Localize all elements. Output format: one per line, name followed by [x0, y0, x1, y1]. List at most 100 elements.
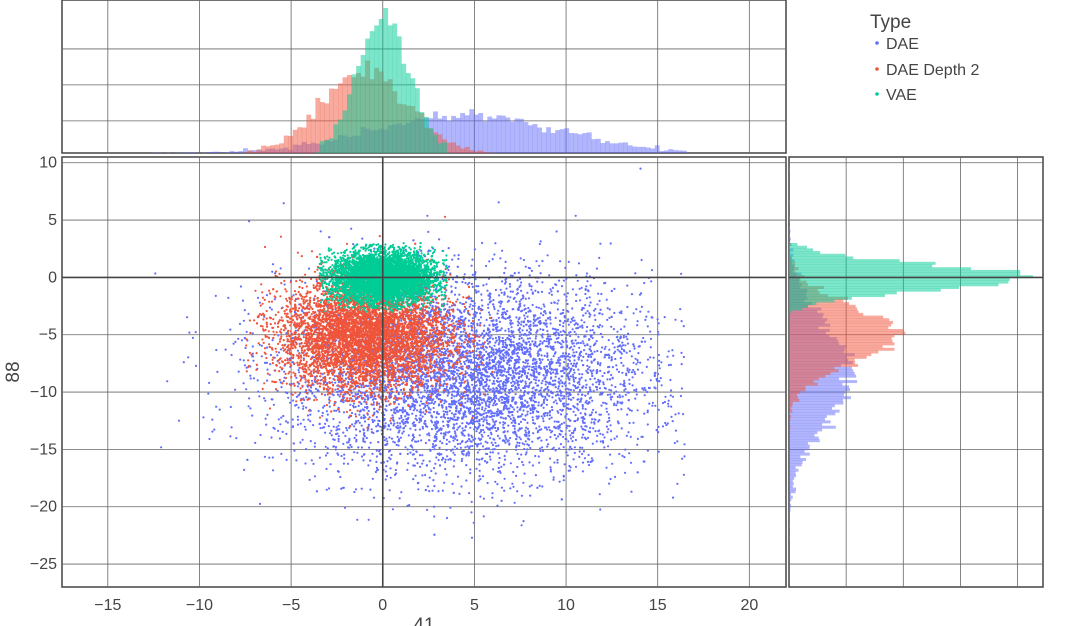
- histogram-bar: [487, 116, 493, 153]
- data-point: [437, 398, 440, 401]
- data-point: [575, 351, 578, 354]
- data-point: [503, 370, 506, 373]
- data-point: [549, 435, 552, 439]
- data-point: [496, 312, 499, 315]
- data-point: [547, 443, 550, 446]
- data-point: [525, 311, 528, 315]
- data-point: [470, 500, 473, 503]
- data-point: [279, 267, 282, 270]
- data-point: [574, 438, 578, 442]
- data-point: [525, 329, 529, 332]
- data-point: [511, 370, 515, 373]
- data-point: [583, 436, 587, 439]
- data-point: [643, 394, 646, 397]
- data-point: [537, 393, 541, 396]
- data-point: [591, 418, 594, 421]
- data-point: [519, 380, 522, 383]
- data-point: [322, 406, 325, 409]
- data-point: [531, 419, 535, 422]
- data-point: [499, 329, 502, 332]
- data-point: [345, 426, 348, 430]
- histogram-bar: [789, 269, 1021, 273]
- data-point: [561, 369, 564, 372]
- data-point: [524, 429, 527, 432]
- data-point: [568, 331, 571, 334]
- data-point: [599, 413, 603, 416]
- data-point: [497, 335, 500, 339]
- data-point: [482, 336, 485, 339]
- data-point: [501, 336, 504, 340]
- data-point: [498, 437, 501, 440]
- data-point: [546, 428, 549, 431]
- data-point: [582, 433, 585, 436]
- data-point: [376, 468, 380, 471]
- data-point: [302, 407, 305, 410]
- data-point: [351, 423, 354, 426]
- data-point: [503, 458, 507, 461]
- data-point: [432, 424, 436, 427]
- data-point: [296, 418, 300, 421]
- histogram-bar: [283, 135, 289, 153]
- data-point: [670, 389, 673, 392]
- data-point: [422, 378, 425, 381]
- data-point: [488, 455, 491, 458]
- data-point: [485, 411, 488, 415]
- data-point: [301, 402, 304, 405]
- data-point: [626, 338, 629, 341]
- data-point: [495, 323, 498, 326]
- data-point: [539, 449, 542, 453]
- data-point: [487, 409, 490, 412]
- data-point: [567, 353, 571, 356]
- data-point: [388, 436, 391, 439]
- data-point: [430, 310, 433, 313]
- data-point: [634, 372, 637, 376]
- data-point: [269, 363, 272, 366]
- data-point: [478, 475, 481, 478]
- data-point: [488, 415, 491, 418]
- data-point: [538, 357, 541, 360]
- data-point: [517, 324, 520, 327]
- histogram-bar: [789, 409, 793, 413]
- histogram-bar: [310, 118, 316, 153]
- data-point: [456, 298, 459, 301]
- data-point: [416, 409, 419, 412]
- data-point: [475, 413, 478, 416]
- data-point: [551, 392, 554, 395]
- data-point: [529, 320, 532, 323]
- data-point: [487, 306, 490, 309]
- data-point: [562, 446, 565, 449]
- data-point: [343, 453, 346, 456]
- data-point: [486, 371, 489, 374]
- histogram-bar: [609, 143, 615, 153]
- data-point: [360, 416, 363, 420]
- data-point: [555, 437, 558, 440]
- data-point: [252, 355, 255, 358]
- data-point: [562, 321, 565, 324]
- data-point: [477, 318, 480, 321]
- histogram-bar: [789, 506, 791, 510]
- data-point: [403, 395, 406, 398]
- data-point: [329, 463, 332, 466]
- data-point: [508, 391, 511, 394]
- data-point: [576, 381, 579, 384]
- data-point: [538, 428, 541, 432]
- data-point: [420, 439, 423, 442]
- data-point: [338, 428, 341, 431]
- data-point: [681, 457, 684, 460]
- data-point: [440, 432, 443, 435]
- histogram-bar: [292, 129, 298, 153]
- data-point: [526, 391, 529, 394]
- data-point: [493, 393, 496, 397]
- histogram-bar: [789, 363, 859, 367]
- data-point: [572, 375, 575, 379]
- data-point: [499, 257, 502, 260]
- data-point: [572, 384, 575, 387]
- data-point: [342, 462, 345, 465]
- data-point: [583, 421, 586, 424]
- data-point: [325, 467, 328, 470]
- histogram-bar: [668, 149, 674, 153]
- data-point: [657, 353, 661, 357]
- data-point: [487, 385, 490, 388]
- data-point: [492, 404, 495, 407]
- data-point: [581, 446, 584, 449]
